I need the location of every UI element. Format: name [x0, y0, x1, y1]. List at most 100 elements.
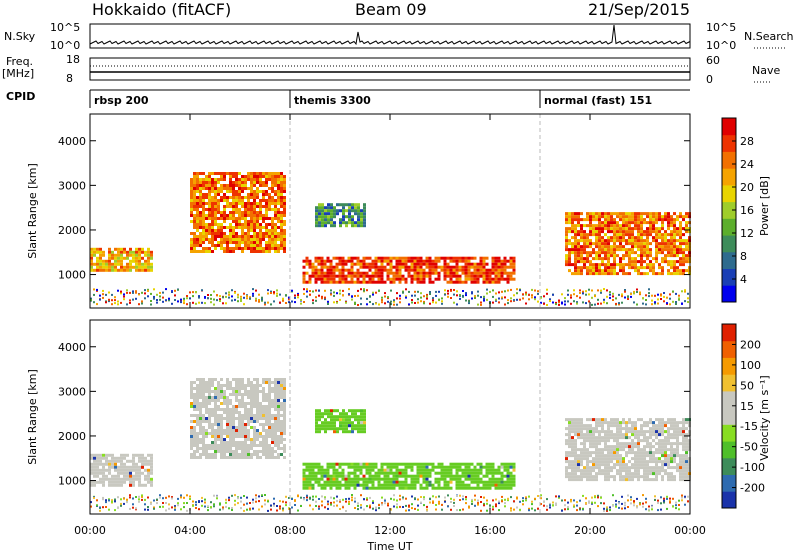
- colorbar-tick-label: 20: [740, 181, 754, 194]
- power-echo-cells: [90, 172, 691, 306]
- nsearch-label: N.Search: [744, 30, 794, 43]
- colorbar-tick-label: -100: [740, 461, 765, 474]
- colorbar-swatch: [722, 118, 736, 136]
- colorbar-swatch: [722, 424, 736, 442]
- near-range-noise: [90, 288, 689, 306]
- freq-label: Freq.: [6, 55, 33, 68]
- colorbar-tick-label: 8: [740, 250, 747, 263]
- colorbar-tick-label: 15: [740, 400, 754, 413]
- power-ylabel: Slant Range [km]: [26, 163, 39, 259]
- freq-tick-bottom: 8: [66, 72, 73, 85]
- cpid-segment-label: normal (fast) 151: [544, 94, 652, 107]
- power-plot: 1000 2000 3000 4000 Slant Range [km]: [26, 113, 691, 309]
- colorbar-tick-label: -200: [740, 482, 765, 495]
- colorbar-swatch: [722, 357, 736, 375]
- colorbar-swatch: [722, 184, 736, 203]
- y-tick-label: 4000: [58, 341, 86, 354]
- y-tick-label: 4000: [58, 135, 86, 148]
- echo-region: [302, 256, 516, 284]
- nsky-tick-bottom: 10^0: [50, 39, 80, 52]
- y-tick-label: 1000: [58, 269, 86, 282]
- freq-panel-frame: [89, 57, 691, 81]
- echo-region: [190, 172, 286, 253]
- colorbar-swatch: [722, 218, 736, 236]
- x-tick-label: 00:00: [674, 524, 706, 537]
- colorbar-swatch: [722, 441, 736, 459]
- colorbar-swatch: [722, 134, 736, 152]
- y-tick-label: 3000: [58, 179, 86, 192]
- colorbar-tick-label: 16: [740, 204, 754, 217]
- colorbar-tick-label: 12: [740, 227, 754, 240]
- freq-unit: [MHz]: [2, 67, 34, 80]
- colorbar-swatch: [722, 168, 736, 186]
- nsearch-tick-top: 10^5: [706, 21, 736, 34]
- nsky-tick-top: 10^5: [50, 21, 80, 34]
- colorbar-swatch: [722, 285, 736, 303]
- colorbar-tick-label: 200: [740, 338, 761, 351]
- x-tick-label: 00:00: [74, 524, 106, 537]
- x-tick-label: 04:00: [174, 524, 206, 537]
- x-tick-label: 08:00: [274, 524, 306, 537]
- nave-tick-top: 60: [706, 54, 720, 67]
- power-x-ticks: [89, 114, 691, 308]
- nsearch-tick-bottom: 10^0: [706, 39, 736, 52]
- cpid-segment-label: rbsp 200: [94, 94, 149, 107]
- colorbar-swatch: [722, 268, 736, 286]
- x-tick-label: 16:00: [474, 524, 506, 537]
- cpid-segment-label: themis 3300: [294, 94, 371, 107]
- cpid-segments: rbsp 200 themis 3300 normal (fast) 151: [89, 90, 652, 108]
- y-tick-label: 2000: [58, 430, 86, 443]
- nave-tick-bottom: 0: [706, 73, 713, 86]
- velocity-y-ticks: 1000 2000 3000 4000: [58, 341, 690, 488]
- colorbar-swatch: [722, 491, 736, 509]
- velocity-ylabel: Slant Range [km]: [26, 369, 39, 465]
- colorbar-swatch: [722, 324, 736, 342]
- colorbar-tick-label: 4: [740, 273, 747, 286]
- velocity-colorbar-label: Velocity [m s⁻¹]: [758, 375, 771, 460]
- colorbar-swatch: [722, 457, 736, 475]
- echo-region: [315, 203, 366, 228]
- velocity-colorbar: 200 100 50 15 -15 -50 -100 -200: [721, 323, 765, 509]
- echo-region: [565, 418, 691, 482]
- colorbar-swatch: [722, 151, 736, 169]
- date-title: 21/Sep/2015: [588, 0, 690, 19]
- echo-region: [190, 378, 286, 459]
- nsky-panel-frame: [89, 23, 691, 49]
- colorbar-swatch: [722, 407, 736, 425]
- power-colorbar-label: Power [dB]: [758, 176, 771, 236]
- colorbar-swatch: [722, 340, 736, 358]
- colorbar-tick-label: -50: [740, 441, 758, 454]
- power-y-ticks: 1000 2000 3000 4000: [58, 135, 690, 282]
- echo-region: [90, 247, 153, 272]
- colorbar-swatch: [722, 201, 736, 219]
- colorbar-tick-label: 24: [740, 158, 754, 171]
- velocity-x-ticks: 00:00 04:00 08:00 12:00 16:00 20:00 00:00: [74, 320, 706, 537]
- echo-region: [315, 409, 366, 434]
- y-tick-label: 1000: [58, 475, 86, 488]
- colorbar-tick-label: 28: [740, 135, 754, 148]
- colorbar-swatch: [722, 374, 736, 392]
- colorbar-swatch: [722, 235, 736, 253]
- x-axis-label: Time UT: [366, 540, 412, 553]
- colorbar-tick-label: -15: [740, 420, 758, 433]
- velocity-plot: 1000 2000 3000 4000 00:00 04:00 08:00 12:00 16:…: [26, 319, 706, 553]
- near-range-noise: [90, 494, 689, 512]
- nsky-label: N.Sky: [4, 30, 36, 43]
- nave-label: Nave: [752, 64, 780, 77]
- x-tick-label: 12:00: [374, 524, 406, 537]
- colorbar-tick-label: 50: [740, 379, 754, 392]
- colorbar-swatch: [722, 251, 736, 269]
- colorbar-swatch: [722, 390, 736, 409]
- colorbar-tick-label: 100: [740, 359, 761, 372]
- power-colorbar: 4 8 12 16 20 24 28: [721, 117, 754, 303]
- velocity-echo-cells: [90, 378, 691, 512]
- cpid-label: CPID: [6, 90, 35, 103]
- x-tick-label: 20:00: [574, 524, 606, 537]
- nsky-trace: [89, 24, 691, 46]
- y-tick-label: 2000: [58, 224, 86, 237]
- echo-region: [302, 462, 516, 490]
- colorbar-frame: [721, 323, 737, 509]
- echo-region: [90, 453, 153, 487]
- freq-tick-top: 18: [66, 53, 80, 66]
